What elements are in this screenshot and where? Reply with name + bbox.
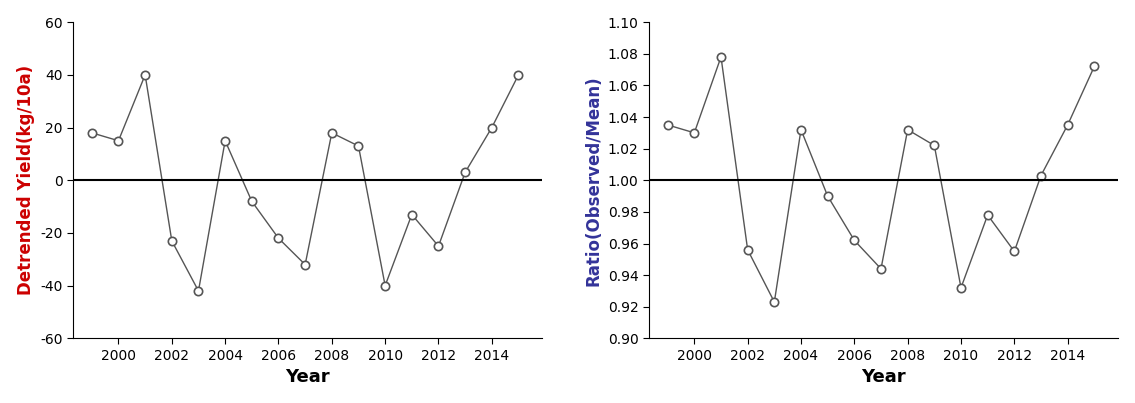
Y-axis label: Detrended Yield(kg/10a): Detrended Yield(kg/10a) [17,65,35,295]
X-axis label: Year: Year [286,368,330,386]
Y-axis label: Ratio(Observed/Mean): Ratio(Observed/Mean) [585,75,603,286]
X-axis label: Year: Year [861,368,906,386]
